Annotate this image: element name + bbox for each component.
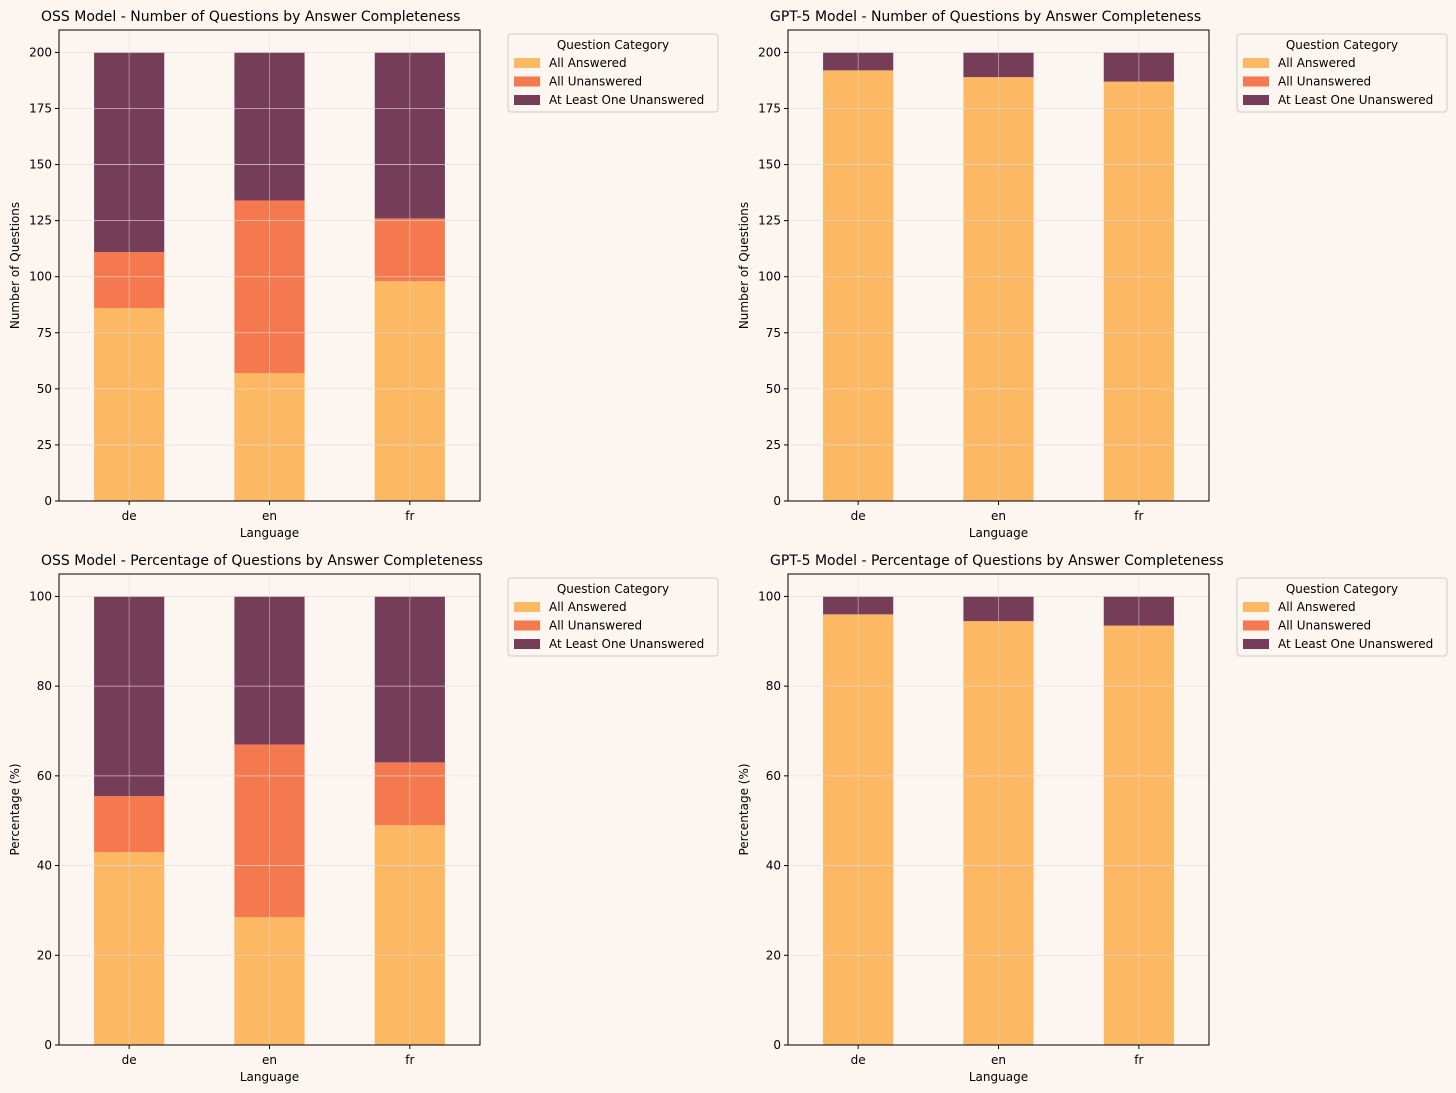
legend-swatch xyxy=(1243,639,1269,649)
y-tick-label: 125 xyxy=(758,214,781,228)
x-tick-label: fr xyxy=(405,509,414,523)
x-axis-label: Language xyxy=(240,526,299,540)
legend-label: All Unanswered xyxy=(549,619,642,633)
y-tick-label: 75 xyxy=(766,326,781,340)
x-tick-label: de xyxy=(122,1053,137,1067)
y-tick-label: 125 xyxy=(29,214,52,228)
x-tick-label: fr xyxy=(405,1053,414,1067)
chart-panel-3: 0 20 40 60 80 100 de en fr Language Percentage (%)… xyxy=(8,553,719,1084)
legend-label: At Least One Unanswered xyxy=(549,637,704,651)
legend-swatch xyxy=(514,639,540,649)
y-tick-label: 100 xyxy=(29,270,52,284)
x-tick-label: fr xyxy=(1134,509,1143,523)
y-tick-label: 175 xyxy=(29,102,52,116)
legend: Question Category All Answered All Unanswe… xyxy=(1236,577,1448,657)
legend-title: Question Category xyxy=(1286,38,1398,52)
y-tick-label: 200 xyxy=(29,45,52,59)
legend-label: All Answered xyxy=(1278,600,1356,614)
y-tick-label: 175 xyxy=(758,102,781,116)
y-tick-label: 75 xyxy=(37,326,52,340)
legend-frame xyxy=(507,577,719,657)
y-tick-label: 50 xyxy=(766,382,781,396)
y-axis-label: Number of Questions xyxy=(8,202,22,329)
legend-frame xyxy=(1236,577,1448,657)
legend-swatch xyxy=(514,76,540,87)
x-axis-label: Language xyxy=(969,1070,1028,1084)
legend-swatch xyxy=(1243,602,1269,612)
legend-title: Question Category xyxy=(1286,582,1398,596)
y-tick-label: 0 xyxy=(44,494,52,508)
y-tick-label: 150 xyxy=(758,158,781,172)
y-axis-label: Percentage (%) xyxy=(737,763,751,855)
y-tick-label: 20 xyxy=(37,948,52,962)
y-tick-label: 40 xyxy=(766,859,781,873)
chart-title: OSS Model - Number of Questions by Answe… xyxy=(41,9,460,25)
legend: Question Category All Answered All Unanswe… xyxy=(507,577,719,657)
y-tick-label: 0 xyxy=(773,1038,781,1052)
legend-label: All Answered xyxy=(1278,56,1356,70)
y-tick-label: 25 xyxy=(37,438,52,452)
legend-swatch xyxy=(1243,58,1269,68)
legend-frame xyxy=(1236,33,1448,113)
legend-label: At Least One Unanswered xyxy=(549,93,704,107)
chart-panel-2: 0 25 50 75 100 125 150 175 200 de en fr Language Numb… xyxy=(737,9,1448,540)
legend-label: All Unanswered xyxy=(1278,619,1371,633)
y-tick-label: 50 xyxy=(37,382,52,396)
chart-title: GPT-5 Model - Percentage of Questions by… xyxy=(770,553,1224,569)
x-tick-label: en xyxy=(262,1053,277,1067)
chart-panel-4: 0 20 40 60 80 100 de en fr Language Percentage (%)… xyxy=(737,553,1448,1084)
legend-label: All Answered xyxy=(549,600,627,614)
chart-title: OSS Model - Percentage of Questions by A… xyxy=(41,553,483,569)
y-tick-label: 80 xyxy=(766,679,781,693)
chart-title: GPT-5 Model - Number of Questions by Ans… xyxy=(770,9,1201,25)
y-tick-label: 60 xyxy=(37,769,52,783)
x-axis-label: Language xyxy=(240,1070,299,1084)
y-tick-label: 0 xyxy=(44,1038,52,1052)
legend-swatch xyxy=(1243,76,1269,87)
legend-swatch xyxy=(514,620,540,631)
y-tick-label: 200 xyxy=(758,45,781,59)
legend-swatch xyxy=(514,602,540,612)
legend-swatch xyxy=(514,58,540,68)
x-axis-label: Language xyxy=(969,526,1028,540)
legend-frame xyxy=(507,33,719,113)
x-tick-label: de xyxy=(851,1053,866,1067)
legend-label: At Least One Unanswered xyxy=(1278,93,1433,107)
y-tick-label: 100 xyxy=(758,270,781,284)
y-tick-label: 80 xyxy=(37,679,52,693)
legend-label: All Unanswered xyxy=(549,75,642,89)
y-tick-label: 60 xyxy=(766,769,781,783)
legend-title: Question Category xyxy=(557,582,669,596)
y-tick-label: 100 xyxy=(758,589,781,603)
legend-swatch xyxy=(1243,620,1269,631)
y-tick-label: 0 xyxy=(773,494,781,508)
y-tick-label: 100 xyxy=(29,589,52,603)
x-tick-label: de xyxy=(851,509,866,523)
legend-label: At Least One Unanswered xyxy=(1278,637,1433,651)
y-tick-label: 40 xyxy=(37,859,52,873)
y-axis-label: Percentage (%) xyxy=(8,763,22,855)
legend-label: All Unanswered xyxy=(1278,75,1371,89)
x-tick-label: fr xyxy=(1134,1053,1143,1067)
x-tick-label: en xyxy=(991,509,1006,523)
y-tick-label: 20 xyxy=(766,948,781,962)
x-tick-label: en xyxy=(262,509,277,523)
x-tick-label: en xyxy=(991,1053,1006,1067)
y-tick-label: 25 xyxy=(766,438,781,452)
x-tick-label: de xyxy=(122,509,137,523)
legend: Question Category All Answered All Unanswe… xyxy=(507,33,719,113)
legend-label: All Answered xyxy=(549,56,627,70)
legend-swatch xyxy=(1243,95,1269,105)
chart-panel-1: 0 25 50 75 100 125 150 175 200 de en fr Language Numb… xyxy=(8,9,719,540)
legend: Question Category All Answered All Unanswe… xyxy=(1236,33,1448,113)
y-tick-label: 150 xyxy=(29,158,52,172)
y-axis-label: Number of Questions xyxy=(737,202,751,329)
legend-title: Question Category xyxy=(557,38,669,52)
legend-swatch xyxy=(514,95,540,105)
